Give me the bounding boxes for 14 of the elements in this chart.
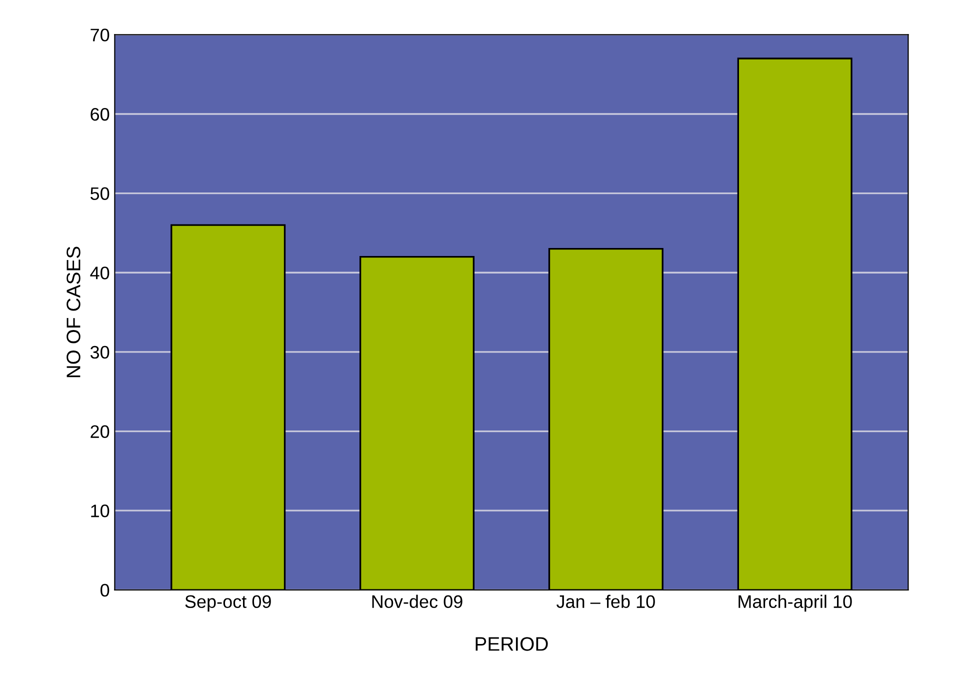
y-tick-label: 60 [90,108,110,121]
y-tick-label: 10 [91,504,110,518]
y-axis-title: NO OF CASES [66,246,80,378]
y-tick-label: 50 [90,187,110,200]
x-tick-label: March-april 10 [738,594,852,612]
y-tick-label: 0 [100,584,110,597]
x-axis-title: PERIOD [476,637,548,651]
y-tick-label: 20 [90,425,110,438]
y-tick-label: 40 [90,266,110,280]
x-tick-label: Nov-dec 09 [372,594,462,608]
y-tick-label: 30 [90,346,110,359]
x-tick-label: Jan – feb 10 [556,594,655,608]
x-tick-label: Sep-oct 09 [185,595,271,612]
y-tick-label: 70 [90,28,110,42]
